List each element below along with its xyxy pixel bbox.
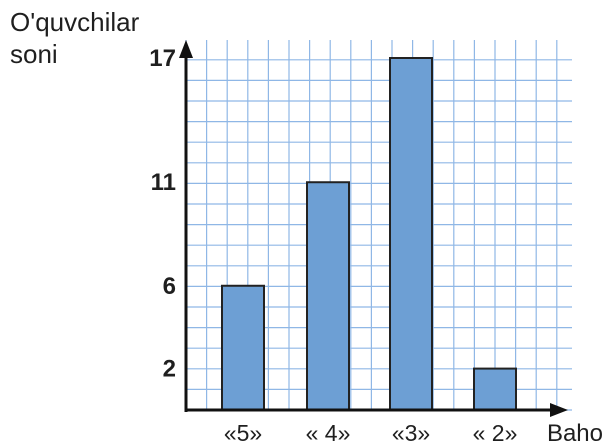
- x-category-label: «5»: [224, 420, 262, 446]
- y-tick-label: 6: [163, 273, 176, 300]
- y-axis-label-line1: O'quvchilar: [10, 7, 140, 37]
- bar-2: [306, 181, 350, 411]
- x-category-label: « 4»: [306, 420, 351, 446]
- bar-1: [221, 284, 265, 411]
- y-tick-label: 11: [151, 169, 176, 196]
- y-axis-label-line2: soni: [10, 39, 58, 69]
- y-tick-label: 17: [149, 45, 176, 72]
- bar-4: [473, 367, 517, 411]
- y-axis-arrow: [179, 40, 193, 58]
- x-axis-label: Baho: [547, 420, 603, 446]
- bar-3: [389, 57, 433, 411]
- x-axis-arrow: [550, 403, 568, 417]
- x-category-label: « 2»: [473, 420, 518, 446]
- y-axis-label: O'quvchilar soni: [10, 6, 139, 70]
- x-category-label: «3»: [392, 420, 430, 446]
- y-tick-label: 2: [163, 356, 176, 383]
